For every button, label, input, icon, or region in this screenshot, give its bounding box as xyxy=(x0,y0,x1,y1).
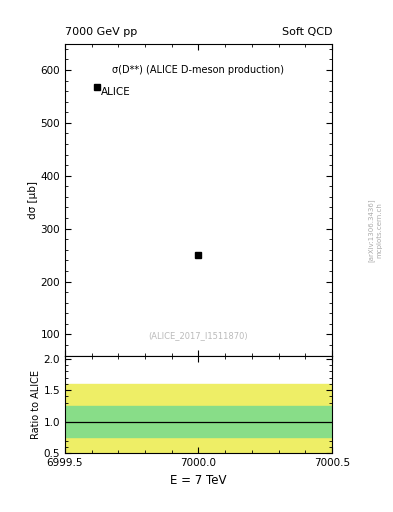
Y-axis label: Ratio to ALICE: Ratio to ALICE xyxy=(31,370,40,439)
Text: mcplots.cern.ch: mcplots.cern.ch xyxy=(376,202,382,259)
Text: 7000 GeV pp: 7000 GeV pp xyxy=(65,27,137,37)
X-axis label: E = 7 TeV: E = 7 TeV xyxy=(170,474,227,486)
Text: ALICE: ALICE xyxy=(101,87,130,97)
Text: σ(D**) (ALICE D-meson production): σ(D**) (ALICE D-meson production) xyxy=(112,66,285,75)
Y-axis label: dσ [μb]: dσ [μb] xyxy=(28,181,38,219)
Text: (ALICE_2017_I1511870): (ALICE_2017_I1511870) xyxy=(149,331,248,340)
Bar xyxy=(65,406,332,437)
Text: [arXiv:1306.3436]: [arXiv:1306.3436] xyxy=(368,199,375,262)
Bar xyxy=(65,384,332,459)
Text: Soft QCD: Soft QCD xyxy=(282,27,332,37)
